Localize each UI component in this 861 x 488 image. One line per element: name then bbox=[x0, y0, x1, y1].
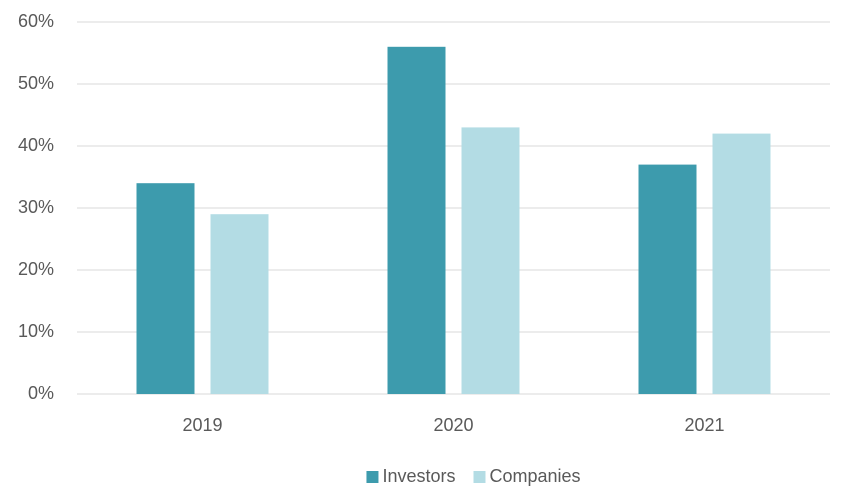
y-tick-label: 20% bbox=[18, 259, 54, 279]
legend-label: Investors bbox=[382, 466, 455, 486]
y-tick-label: 60% bbox=[18, 11, 54, 31]
x-tick-label: 2019 bbox=[182, 415, 222, 435]
y-tick-label: 0% bbox=[28, 383, 54, 403]
y-tick-label: 10% bbox=[18, 321, 54, 341]
bar bbox=[387, 46, 446, 395]
bar bbox=[210, 214, 269, 394]
legend-label: Companies bbox=[489, 466, 580, 486]
bar bbox=[461, 127, 520, 395]
bar bbox=[638, 164, 697, 394]
bar bbox=[712, 133, 771, 394]
x-tick-label: 2021 bbox=[684, 415, 724, 435]
bar bbox=[136, 183, 195, 394]
y-tick-label: 50% bbox=[18, 73, 54, 93]
y-tick-label: 30% bbox=[18, 197, 54, 217]
legend-swatch bbox=[473, 471, 486, 483]
legend-swatch bbox=[366, 471, 379, 483]
y-tick-label: 40% bbox=[18, 135, 54, 155]
x-tick-label: 2020 bbox=[433, 415, 473, 435]
